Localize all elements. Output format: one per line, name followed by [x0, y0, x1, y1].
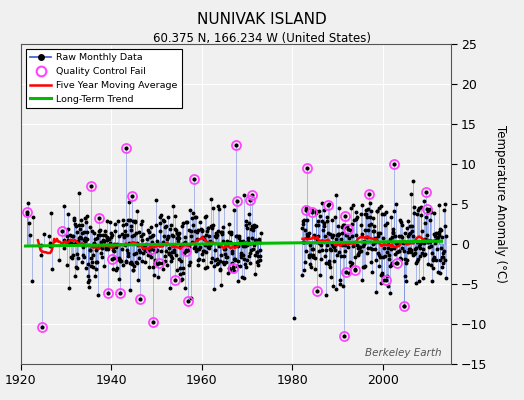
Y-axis label: Temperature Anomaly (°C): Temperature Anomaly (°C) — [494, 125, 507, 283]
Text: 60.375 N, 166.234 W (United States): 60.375 N, 166.234 W (United States) — [153, 32, 371, 45]
Text: Berkeley Earth: Berkeley Earth — [365, 348, 442, 358]
Legend: Raw Monthly Data, Quality Control Fail, Five Year Moving Average, Long-Term Tren: Raw Monthly Data, Quality Control Fail, … — [26, 49, 182, 108]
Text: NUNIVAK ISLAND: NUNIVAK ISLAND — [197, 12, 327, 27]
